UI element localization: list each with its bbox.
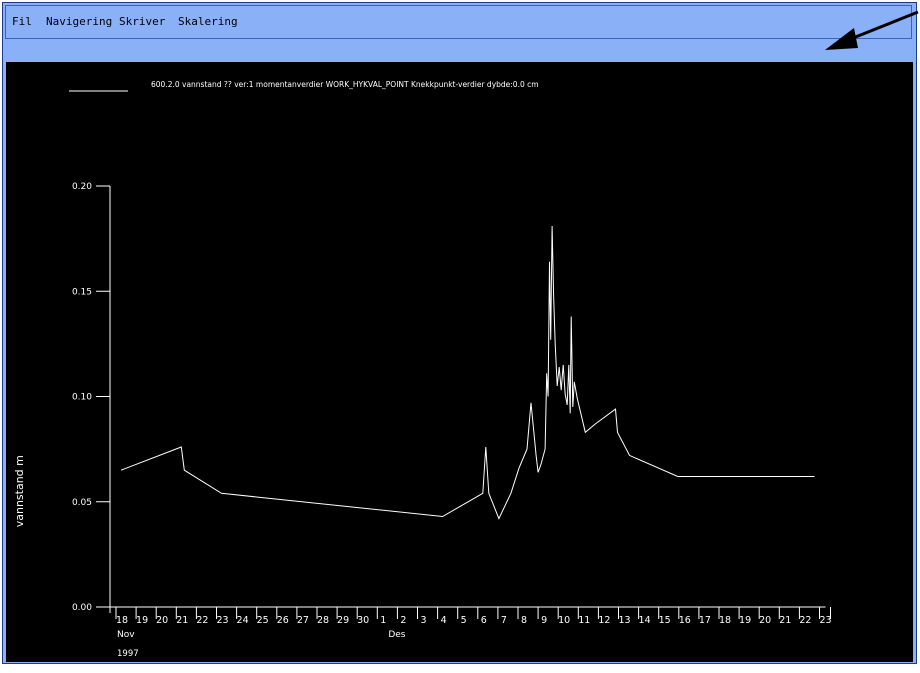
x-tick-label: 8 xyxy=(521,615,527,626)
x-tick-label: 6 xyxy=(481,615,487,626)
x-tick-label: 13 xyxy=(618,615,630,626)
x-tick-label: 24 xyxy=(237,615,249,626)
x-tick-label: 3 xyxy=(420,615,426,626)
series-line xyxy=(120,225,815,520)
x-tick-label: 21 xyxy=(176,615,188,626)
x-tick-label: 30 xyxy=(357,615,369,626)
menu-bar: Fil Navigering Skriver Skalering xyxy=(5,5,912,39)
x-tick-label: 10 xyxy=(558,615,570,626)
x-tick-label: 2 xyxy=(400,615,406,626)
chart-canvas: 600.2.0 vannstand ?? ver:1 momentanverdi… xyxy=(13,80,832,659)
x-tick-label: 18 xyxy=(116,615,128,626)
x-tick-label: 4 xyxy=(441,615,447,626)
pointer-arrow-icon xyxy=(825,10,919,50)
month-label: Des xyxy=(388,630,405,640)
x-tick-label: 15 xyxy=(659,615,671,626)
y-tick-label: 0.05 xyxy=(72,498,92,508)
x-tick-label: 22 xyxy=(799,615,811,626)
x-tick-label: 29 xyxy=(337,615,349,626)
x-tick-label: 1 xyxy=(380,615,386,626)
x-tick-label: 25 xyxy=(257,615,269,626)
app-window: Fil Navigering Skriver Skalering 600.2.0… xyxy=(2,2,917,664)
x-tick-label: 12 xyxy=(598,615,610,626)
toolbar-strip xyxy=(5,41,912,61)
x-tick-label: 20 xyxy=(156,615,168,626)
menu-navigering[interactable]: Navigering xyxy=(46,15,113,28)
x-tick-label: 5 xyxy=(461,615,467,626)
legend-label: 600.2.0 vannstand ?? ver:1 momentanverdi… xyxy=(151,80,539,89)
x-tick-label: 11 xyxy=(578,615,590,626)
year-label: 1997 xyxy=(117,649,139,659)
month-label: Nov xyxy=(117,630,135,640)
menu-fil[interactable]: Fil xyxy=(12,15,32,28)
x-tick-label: 21 xyxy=(779,615,791,626)
menu-skriver[interactable]: Skriver xyxy=(119,15,166,28)
x-tick-label: 19 xyxy=(739,615,751,626)
y-tick-label: 0.15 xyxy=(72,287,92,297)
y-tick-label: 0.10 xyxy=(72,393,92,403)
x-tick-label: 19 xyxy=(136,615,148,626)
y-tick-label: 0.00 xyxy=(72,603,92,613)
x-tick-label: 26 xyxy=(277,615,289,626)
x-tick-label: 9 xyxy=(541,615,547,626)
x-tick-label: 27 xyxy=(297,615,309,626)
y-tick-label: 0.20 xyxy=(72,182,92,192)
x-tick-label: 18 xyxy=(719,615,731,626)
menu-skalering[interactable]: Skalering xyxy=(178,15,238,28)
x-tick-label: 16 xyxy=(679,615,691,626)
y-axis-label: vannstand m xyxy=(13,455,26,527)
x-tick-label: 23 xyxy=(819,615,831,626)
x-tick-label: 28 xyxy=(317,615,329,626)
x-tick-label: 22 xyxy=(196,615,208,626)
x-tick-label: 14 xyxy=(639,615,651,626)
x-tick-label: 23 xyxy=(216,615,228,626)
plot-area[interactable]: 600.2.0 vannstand ?? ver:1 momentanverdi… xyxy=(6,62,913,662)
x-tick-label: 7 xyxy=(501,615,507,626)
x-tick-label: 20 xyxy=(759,615,771,626)
x-tick-label: 17 xyxy=(699,615,711,626)
